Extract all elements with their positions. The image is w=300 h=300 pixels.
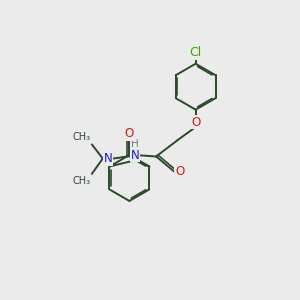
Text: Cl: Cl [190, 46, 202, 59]
Text: H: H [131, 139, 139, 148]
Text: CH₃: CH₃ [72, 176, 90, 186]
Text: N: N [104, 152, 112, 165]
Text: O: O [175, 165, 184, 178]
Text: O: O [191, 116, 200, 128]
Text: CH₃: CH₃ [72, 132, 90, 142]
Text: N: N [130, 148, 140, 161]
Text: O: O [124, 127, 134, 140]
